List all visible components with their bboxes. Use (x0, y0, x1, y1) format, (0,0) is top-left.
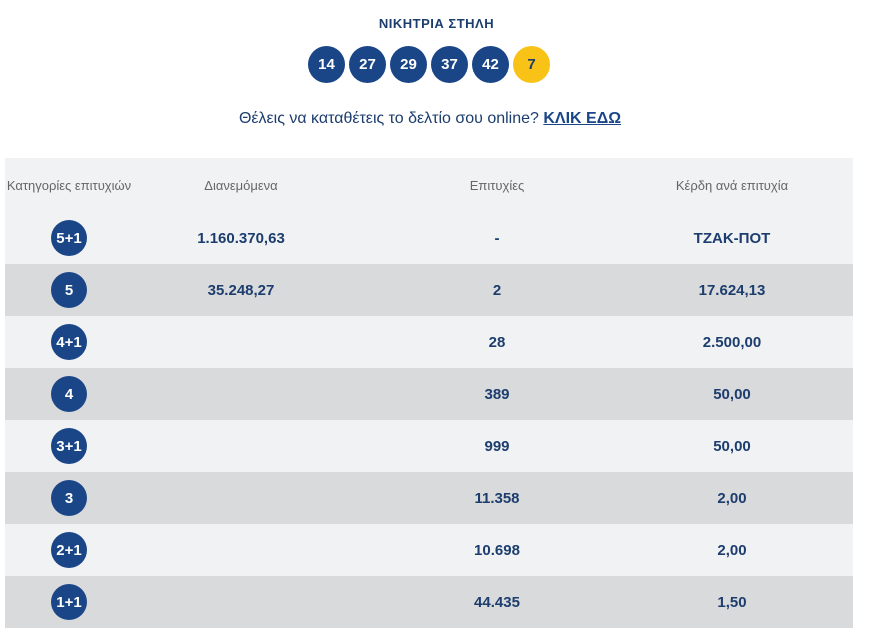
category-badge: 4+1 (51, 324, 87, 360)
number-ball: 29 (390, 46, 427, 83)
winners-cell: 10.698 (474, 541, 520, 559)
prize-cell: 50,00 (713, 437, 751, 455)
winners-cell: 11.358 (474, 489, 520, 507)
prize-cell: 2,00 (717, 541, 747, 559)
table-row: 3+1 999 50,00 (5, 420, 853, 472)
distributed-cell: 35.248,27 (207, 281, 275, 299)
table-row: 4 389 50,00 (5, 368, 853, 420)
category-badge: 3 (51, 480, 87, 516)
number-ball: 37 (431, 46, 468, 83)
category-badge: 2+1 (51, 532, 87, 568)
prize-cell: 2.500,00 (702, 333, 762, 351)
table-row: 2+1 10.698 2,00 (5, 524, 853, 576)
table-row: 1+1 44.435 1,50 (5, 576, 853, 628)
number-ball: 42 (472, 46, 509, 83)
table-row: 4+1 28 2.500,00 (5, 316, 853, 368)
winning-column-title: ΝΙΚΗΤΡΙΑ ΣΤΗΛΗ (378, 16, 495, 31)
click-here-link[interactable]: ΚΛΙΚ ΕΔΩ (543, 110, 622, 127)
header-distributed: Διανεμόμενα (204, 177, 278, 193)
winners-cell: 28 (488, 333, 506, 351)
header-winners: Επιτυχίες (469, 177, 525, 193)
category-badge: 5 (51, 272, 87, 308)
online-ticket-cta: Θέλεις να καταθέτεις το δελτίο σου onlin… (0, 110, 860, 128)
category-badge: 5+1 (51, 220, 87, 256)
table-row: 5+1 1.160.370,63 - ΤΖΑΚ-ΠΟΤ (5, 212, 853, 264)
winners-cell: - (494, 229, 500, 247)
prize-cell: 2,00 (717, 489, 747, 507)
prize-cell: 1,50 (717, 593, 747, 611)
number-ball: 27 (349, 46, 386, 83)
category-badge: 1+1 (51, 584, 87, 620)
category-badge: 4 (51, 376, 87, 412)
prize-table: Κατηγορίες επιτυχιών Διανεμόμενα Επιτυχί… (5, 158, 853, 628)
header-category: Κατηγορίες επιτυχιών (6, 177, 132, 193)
winners-cell: 389 (484, 385, 510, 403)
number-ball: 14 (308, 46, 345, 83)
prize-cell: 50,00 (713, 385, 751, 403)
category-badge: 3+1 (51, 428, 87, 464)
winners-cell: 999 (484, 437, 510, 455)
bonus-number-ball: 7 (513, 46, 550, 83)
table-row: 5 35.248,27 2 17.624,13 (5, 264, 853, 316)
winners-cell: 44.435 (474, 593, 520, 611)
winners-cell: 2 (492, 281, 502, 299)
distributed-cell: 1.160.370,63 (197, 229, 285, 247)
header-prize: Κέρδη ανά επιτυχία (675, 177, 789, 193)
prize-cell: 17.624,13 (698, 281, 766, 299)
prize-cell: ΤΖΑΚ-ΠΟΤ (693, 229, 771, 247)
table-header: Κατηγορίες επιτυχιών Διανεμόμενα Επιτυχί… (5, 158, 853, 212)
table-row: 3 11.358 2,00 (5, 472, 853, 524)
cta-text: Θέλεις να καταθέτεις το δελτίο σου onlin… (238, 110, 539, 127)
winning-numbers: 14 27 29 37 42 7 (0, 46, 858, 83)
